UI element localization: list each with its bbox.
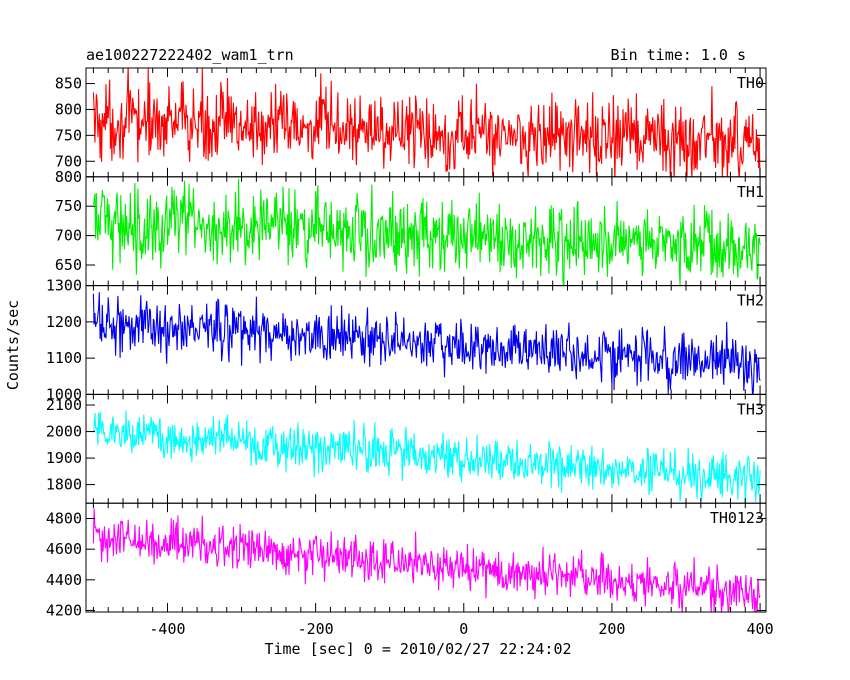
y-tick-label: 1200	[46, 313, 82, 331]
panel-label: TH3	[737, 400, 764, 418]
x-tick-label: 0	[459, 620, 468, 638]
x-tick-label: -400	[149, 620, 185, 638]
y-tick-label: 650	[55, 256, 82, 274]
y-tick-label: 4800	[46, 510, 82, 528]
y-tick-label: 850	[55, 75, 82, 93]
y-tick-label: 700	[55, 227, 82, 245]
y-tick-label: 1300	[46, 277, 82, 295]
y-tick-label: 1000	[46, 385, 82, 403]
x-axis-label: Time [sec] 0 = 2010/02/27 22:24:02	[264, 640, 571, 658]
series-th2	[92, 292, 761, 395]
y-tick-label: 1100	[46, 349, 82, 367]
series-th0123	[92, 508, 761, 613]
x-tick-label: 400	[747, 620, 774, 638]
y-tick-label: 1800	[46, 476, 82, 494]
panel-label: TH1	[737, 183, 764, 201]
panel-label: TH2	[737, 292, 764, 310]
panels: 700 750 800 850 TH0 650 700 750 800 TH1 1000 1100 12…	[46, 67, 767, 619]
panel-th1: 650 700 750 800 TH1	[55, 168, 767, 287]
y-tick-label: 800	[55, 168, 82, 186]
bin-time-label: Bin time: 1.0 s	[611, 46, 746, 64]
y-tick-label: 750	[55, 197, 82, 215]
panel-label: TH0123	[710, 509, 764, 527]
y-axis-label: Counts/sec	[4, 300, 22, 390]
y-tick-label: 750	[55, 126, 82, 144]
y-tick-label: 700	[55, 152, 82, 170]
series-th3	[92, 410, 761, 504]
y-tick-label: 4400	[46, 571, 82, 589]
x-tick-label: -200	[298, 620, 334, 638]
y-tick-label: 800	[55, 100, 82, 118]
y-tick-label: 2100	[46, 396, 82, 414]
y-tick-label: 4600	[46, 540, 82, 558]
series-th0	[92, 68, 761, 177]
y-tick-label: 2000	[46, 423, 82, 441]
series-th1	[92, 178, 761, 286]
panel-label: TH0	[737, 74, 764, 92]
panel-th0123: 4200 4400 4600 4800 TH0123	[46, 502, 767, 619]
panel-frame	[85, 502, 767, 613]
chart-title: ae100227222402_wam1_trn	[86, 46, 294, 64]
x-axis-ticks: -400 -200 0 200 400	[149, 620, 773, 638]
panel-th3: 1800 1900 2000 2100 TH3	[46, 393, 767, 504]
x-tick-label: 200	[598, 620, 625, 638]
y-tick-label: 1900	[46, 449, 82, 467]
panel-th2: 1000 1100 1200 1300 TH2	[46, 277, 767, 403]
y-tick-label: 4200	[46, 601, 82, 619]
